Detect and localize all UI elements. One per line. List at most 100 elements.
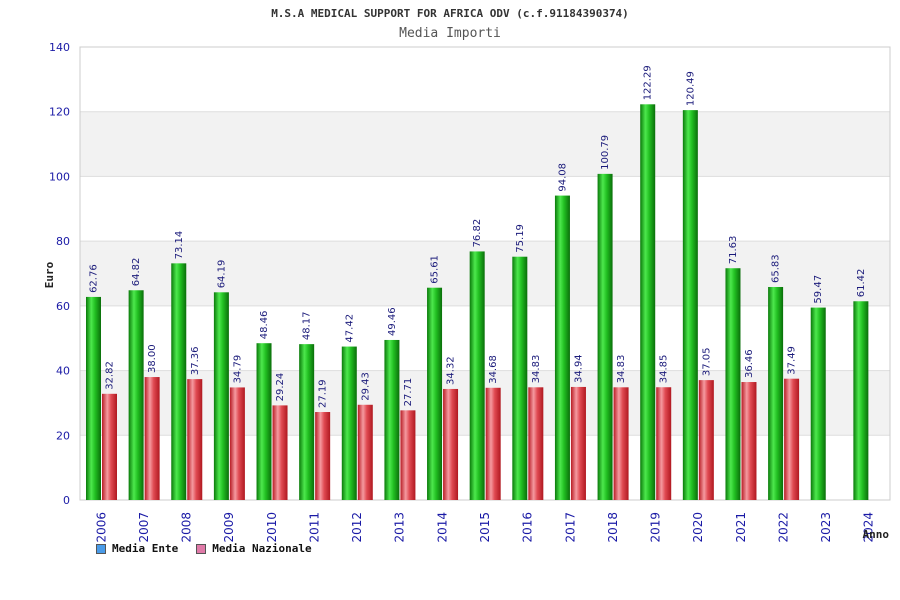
data-label: 100.79 — [600, 135, 611, 170]
bar-media-ente — [597, 173, 613, 500]
bar-media-nazionale — [485, 387, 501, 500]
data-label: 47.42 — [344, 314, 355, 343]
bar-media-nazionale — [357, 404, 373, 500]
bar-media-nazionale — [187, 379, 203, 500]
x-tick-label: 2019 — [649, 512, 663, 543]
bar-media-ente — [640, 104, 656, 500]
grid-band — [80, 111, 890, 177]
bar-media-nazionale — [144, 377, 160, 500]
x-tick-label: 2006 — [94, 512, 108, 543]
bar-media-ente — [853, 301, 869, 500]
data-label: 34.94 — [573, 354, 584, 383]
data-label: 94.08 — [557, 163, 568, 192]
y-tick-label: 140 — [49, 41, 70, 54]
chart-title: M.S.A MEDICAL SUPPORT FOR AFRICA ODV (c.… — [271, 7, 629, 20]
bar-media-ente — [469, 251, 485, 500]
data-label: 34.85 — [659, 355, 670, 384]
x-tick-label: 2011 — [307, 512, 321, 543]
legend: Media Ente Media Nazionale — [96, 542, 312, 555]
bar-media-nazionale — [229, 387, 245, 500]
x-tick-label: 2008 — [180, 512, 194, 543]
y-tick-label: 120 — [49, 106, 70, 119]
bar-media-ente — [554, 195, 570, 501]
bar-media-nazionale — [656, 387, 672, 500]
bar-media-nazionale — [741, 382, 757, 500]
data-label: 37.05 — [701, 347, 712, 376]
data-label: 120.49 — [685, 71, 696, 106]
data-label: 48.46 — [259, 311, 270, 340]
bar-media-ente — [768, 286, 784, 500]
bar-media-nazionale — [698, 380, 714, 500]
data-label: 65.83 — [771, 254, 782, 283]
grid-band — [80, 47, 890, 112]
data-label: 49.46 — [387, 307, 398, 336]
bar-media-nazionale — [784, 378, 800, 500]
data-label: 122.29 — [643, 65, 654, 100]
bar-media-ente — [682, 110, 698, 500]
y-tick-label: 0 — [63, 494, 70, 507]
x-tick-label: 2007 — [137, 512, 151, 543]
grid-band — [80, 176, 890, 242]
y-axis-label: Euro — [43, 261, 56, 288]
data-label: 32.82 — [105, 361, 116, 390]
data-label: 36.46 — [744, 349, 755, 378]
bar-media-nazionale — [272, 405, 288, 500]
data-label: 59.47 — [813, 275, 824, 304]
chart-subtitle: Media Importi — [399, 26, 501, 41]
y-tick-label: 80 — [56, 235, 70, 248]
data-label: 48.17 — [302, 311, 313, 340]
data-label: 65.61 — [430, 255, 441, 284]
bar-media-ente — [427, 287, 443, 500]
bar-media-ente — [299, 344, 315, 500]
bar-media-ente — [725, 268, 741, 500]
x-tick-label: 2020 — [691, 512, 705, 543]
bar-media-ente — [213, 292, 229, 500]
data-label: 27.19 — [318, 379, 329, 408]
plot-border — [79, 46, 891, 501]
bar-media-nazionale — [528, 387, 544, 500]
y-tick-label: 100 — [49, 170, 70, 183]
x-tick-label: 2012 — [350, 512, 364, 543]
legend-item-media-nazionale: Media Nazionale — [196, 542, 312, 555]
bar-media-ente — [810, 307, 826, 500]
bar-media-ente — [341, 346, 357, 500]
legend-label-media-nazionale: Media Nazionale — [212, 542, 312, 555]
x-tick-label: 2021 — [734, 512, 748, 543]
bar-media-nazionale — [443, 388, 459, 500]
y-tick-label: 20 — [56, 429, 70, 442]
data-label: 61.42 — [856, 269, 867, 298]
legend-label-media-ente: Media Ente — [112, 542, 179, 555]
data-label: 29.24 — [275, 373, 286, 402]
bar-media-ente — [384, 339, 400, 500]
x-axis-label: Anno — [863, 528, 890, 541]
data-label: 27.71 — [403, 378, 414, 407]
bar-media-ente — [256, 343, 272, 500]
bar-media-ente — [171, 263, 187, 500]
x-tick-label: 2013 — [393, 512, 407, 543]
x-tick-label: 2014 — [435, 512, 449, 543]
y-tick-label: 60 — [56, 300, 70, 313]
bar-media-nazionale — [400, 410, 416, 500]
bar-media-ente — [128, 290, 144, 500]
x-tick-label: 2009 — [222, 512, 236, 543]
x-tick-label: 2016 — [521, 512, 535, 543]
x-tick-label: 2017 — [563, 512, 577, 543]
bar-media-ente — [512, 256, 528, 500]
data-label: 37.49 — [787, 346, 798, 375]
data-label: 34.83 — [531, 355, 542, 384]
x-tick-label: 2018 — [606, 512, 620, 543]
data-label: 71.63 — [728, 236, 739, 265]
legend-swatch-media-ente — [96, 543, 106, 554]
data-label: 64.82 — [131, 258, 142, 287]
bar-media-nazionale — [613, 387, 629, 500]
data-label: 29.43 — [360, 372, 371, 401]
data-label: 76.82 — [472, 219, 483, 248]
data-label: 34.32 — [446, 356, 457, 385]
x-tick-label: 2024 — [862, 512, 876, 543]
data-label: 75.19 — [515, 224, 526, 253]
data-label: 62.76 — [89, 264, 100, 293]
data-label: 38.00 — [147, 344, 158, 373]
data-label: 34.79 — [232, 355, 243, 384]
data-label: 73.14 — [174, 231, 185, 260]
